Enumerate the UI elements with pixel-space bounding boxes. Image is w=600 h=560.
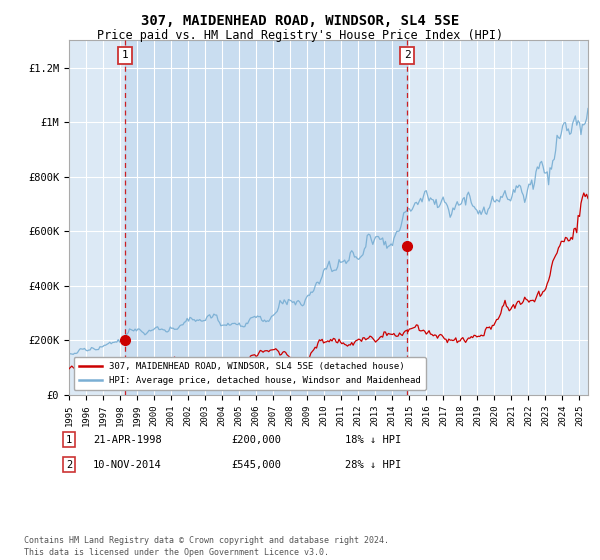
Text: 10-NOV-2014: 10-NOV-2014 [93,460,162,470]
Text: £200,000: £200,000 [231,435,281,445]
Text: 1: 1 [66,435,72,445]
Text: 1: 1 [122,50,128,60]
Text: 21-APR-1998: 21-APR-1998 [93,435,162,445]
Legend: 307, MAIDENHEAD ROAD, WINDSOR, SL4 5SE (detached house), HPI: Average price, det: 307, MAIDENHEAD ROAD, WINDSOR, SL4 5SE (… [74,357,426,390]
Text: Contains HM Land Registry data © Crown copyright and database right 2024.
This d: Contains HM Land Registry data © Crown c… [24,536,389,557]
Text: 18% ↓ HPI: 18% ↓ HPI [345,435,401,445]
Text: Price paid vs. HM Land Registry's House Price Index (HPI): Price paid vs. HM Land Registry's House … [97,29,503,42]
Text: £545,000: £545,000 [231,460,281,470]
Text: 307, MAIDENHEAD ROAD, WINDSOR, SL4 5SE: 307, MAIDENHEAD ROAD, WINDSOR, SL4 5SE [141,14,459,28]
Bar [125,40,407,395]
Text: 28% ↓ HPI: 28% ↓ HPI [345,460,401,470]
Text: 2: 2 [404,50,410,60]
Text: 2: 2 [66,460,72,470]
